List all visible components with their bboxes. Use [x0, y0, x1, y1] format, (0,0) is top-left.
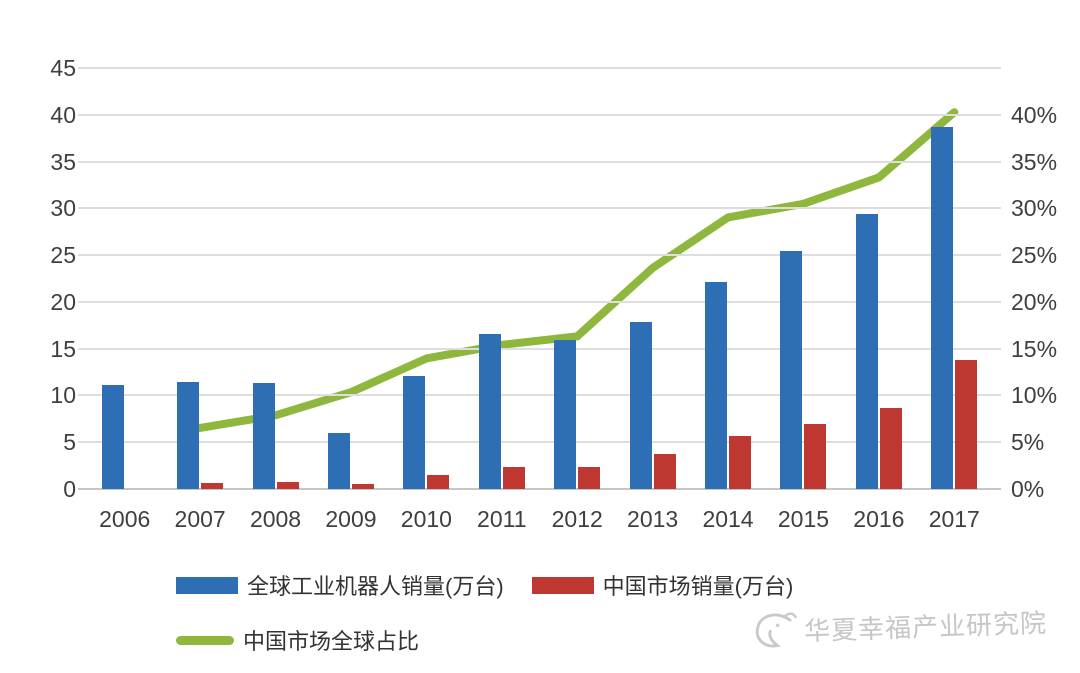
bar-china-sales: [201, 483, 224, 489]
x-axis-tick-label: 2017: [928, 506, 980, 532]
x-axis-tick-label: 2009: [325, 506, 377, 532]
bar-global-sales: [177, 382, 200, 489]
bar-china-sales: [955, 359, 978, 489]
legend-row-line: 中国市场全球占比: [176, 624, 419, 656]
x-axis-tick-label: 2008: [249, 506, 302, 532]
legend-label-global-sales: 全球工业机器人销量(万台): [247, 574, 504, 599]
bar-global-sales: [780, 251, 803, 489]
legend-row-bars: 全球工业机器人销量(万台) 中国市场销量(万台): [176, 569, 793, 601]
bar-china-sales: [351, 483, 374, 489]
legend-swatch-china-sales: [531, 576, 594, 594]
bar-global-sales: [855, 213, 878, 489]
bar-global-sales: [252, 383, 275, 489]
gridline: [78, 300, 1001, 303]
y-axis-right-tick-label: 35%: [1011, 148, 1058, 175]
y-axis-right-tick-label: 20%: [1011, 288, 1058, 315]
legend-swatch-global-sales: [176, 576, 238, 594]
bar-china-sales: [729, 435, 752, 489]
bar-china-sales: [804, 424, 827, 489]
bar-global-sales: [403, 375, 426, 489]
gridline: [78, 394, 1001, 397]
legend-label-china-share: 中国市场全球占比: [243, 629, 420, 654]
bar-global-sales: [327, 432, 350, 489]
y-axis-left-tick-label: 20: [50, 288, 76, 315]
y-axis-right-tick-label: 15%: [1011, 335, 1058, 362]
bar-global-sales: [554, 340, 577, 489]
bird-swirl-icon: [755, 612, 797, 648]
bar-china-sales: [653, 454, 676, 489]
x-axis-tick-label: 2016: [853, 506, 905, 532]
gridline: [78, 347, 1001, 350]
y-axis-right-tick-label: 25%: [1011, 242, 1058, 269]
y-axis-left-tick-label: 10: [50, 382, 76, 409]
bar-global-sales: [101, 385, 124, 489]
gridline: [78, 441, 1001, 444]
x-axis-tick-label: 2006: [99, 506, 151, 532]
x-axis-tick-label: 2007: [174, 506, 226, 532]
x-axis-tick-label: 2014: [702, 506, 754, 532]
y-axis-left-tick-label: 35: [50, 148, 76, 175]
gridline: [78, 160, 1001, 163]
y-axis-left-tick-label: 40: [50, 101, 76, 128]
bar-china-sales: [502, 467, 525, 489]
bar-global-sales: [629, 322, 652, 489]
y-axis-right-tick-label: 10%: [1011, 382, 1058, 409]
y-axis-right-tick-label: 30%: [1011, 195, 1058, 222]
bar-china-sales: [276, 481, 299, 489]
bar-global-sales: [478, 333, 501, 489]
y-axis-right-tick-label: 0%: [1011, 476, 1045, 502]
x-axis-tick-label: 2012: [551, 506, 603, 532]
x-axis-tick-label: 2015: [777, 506, 830, 532]
y-axis-left-tick-label: 5: [63, 429, 76, 456]
bar-global-sales: [705, 282, 728, 489]
gridline: [78, 67, 1001, 69]
bar-global-sales: [931, 126, 954, 489]
y-axis-left-tick-label: 45: [50, 55, 76, 81]
gridline: [78, 254, 1001, 257]
y-axis-left-tick-label: 30: [50, 195, 76, 222]
x-axis-tick-label: 2013: [627, 506, 679, 532]
bar-china-sales: [578, 467, 601, 489]
y-axis-left-tick-label: 25: [50, 242, 76, 269]
y-axis-left-tick-label: 15: [50, 335, 76, 362]
x-axis-tick-label: 2011: [477, 506, 527, 532]
x-axis-tick-label: 2010: [400, 506, 452, 532]
bar-china-sales: [427, 474, 450, 489]
y-axis-right-tick-label: 40%: [1011, 101, 1058, 128]
gridline: [78, 207, 1001, 210]
y-axis-left-tick-label: 0: [63, 476, 76, 502]
watermark-text: 华夏幸福产业研究院: [803, 607, 1048, 646]
y-axis-right-tick-label: 5%: [1011, 429, 1045, 456]
watermark: 华夏幸福产业研究院: [747, 599, 1048, 653]
legend-label-china-sales: 中国市场销量(万台): [602, 574, 794, 599]
gridline: [78, 488, 1001, 490]
bar-china-sales: [879, 407, 902, 489]
gridline: [78, 113, 1001, 116]
legend-swatch-china-share: [176, 635, 234, 645]
